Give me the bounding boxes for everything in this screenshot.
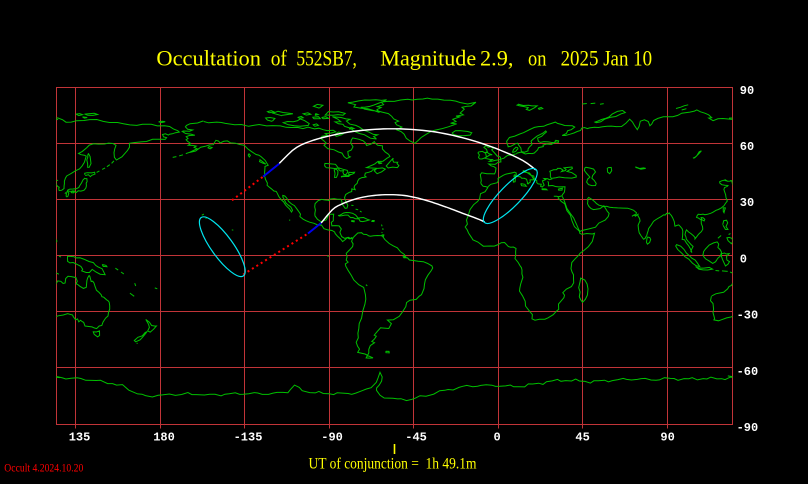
- svg-text:Occultation: Occultation: [156, 46, 261, 71]
- svg-text:90: 90: [660, 430, 674, 444]
- svg-text:45: 45: [575, 430, 589, 444]
- svg-text:2.9,: 2.9,: [480, 46, 513, 71]
- svg-text:of: of: [271, 46, 288, 71]
- svg-text:Magnitude: Magnitude: [380, 46, 476, 71]
- svg-text:-45: -45: [405, 430, 427, 444]
- svg-text:60: 60: [740, 140, 754, 154]
- svg-text:-90: -90: [321, 430, 343, 444]
- svg-text:180: 180: [153, 430, 175, 444]
- svg-text:2025 Jan 10: 2025 Jan 10: [561, 46, 653, 71]
- svg-text:on: on: [528, 46, 546, 71]
- svg-text:135: 135: [69, 430, 91, 444]
- svg-text:0: 0: [493, 430, 500, 444]
- svg-text:-135: -135: [234, 430, 263, 444]
- svg-text:30: 30: [740, 196, 754, 210]
- svg-text:Occult 4.2024.10.20: Occult 4.2024.10.20: [4, 460, 83, 474]
- svg-text:UT of conjunction = 1h 49.1m: UT of conjunction = 1h 49.1m: [309, 456, 477, 473]
- svg-text:-30: -30: [737, 309, 759, 323]
- svg-text:552SB7,: 552SB7,: [296, 46, 357, 71]
- svg-text:0: 0: [740, 252, 747, 266]
- svg-text:-60: -60: [737, 365, 759, 379]
- svg-text:-90: -90: [737, 421, 759, 435]
- svg-text:90: 90: [740, 84, 754, 98]
